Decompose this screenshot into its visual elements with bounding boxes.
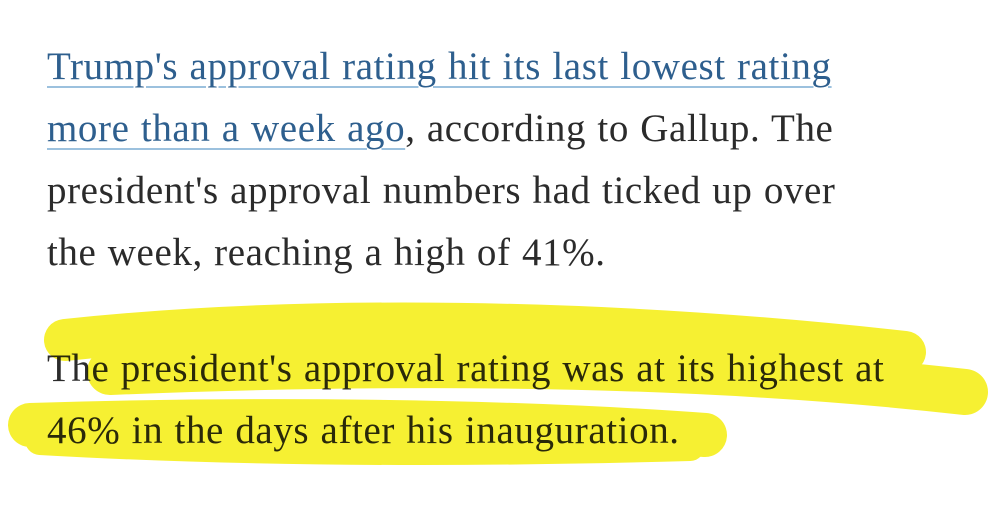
text-line: more than a week ago, according to Gallu… — [47, 106, 833, 151]
body-text: The president's approval rating was at i… — [47, 347, 885, 390]
text-line: the week, reaching a high of 41%. — [47, 230, 606, 275]
link[interactable]: Trump's approval rating hit its last low… — [47, 45, 832, 88]
text-line: 46% in the days after his inauguration. — [47, 408, 680, 453]
body-text: president's approval numbers had ticked … — [47, 169, 836, 212]
text-line: president's approval numbers had ticked … — [47, 168, 836, 213]
body-text: the week, reaching a high of 41%. — [47, 231, 606, 274]
text-line: Trump's approval rating hit its last low… — [47, 44, 832, 89]
body-text: 46% in the days after his inauguration. — [47, 409, 680, 452]
body-text: , according to Gallup. The — [405, 107, 834, 150]
text-line: The president's approval rating was at i… — [47, 346, 884, 391]
link[interactable]: more than a week ago — [47, 107, 406, 150]
